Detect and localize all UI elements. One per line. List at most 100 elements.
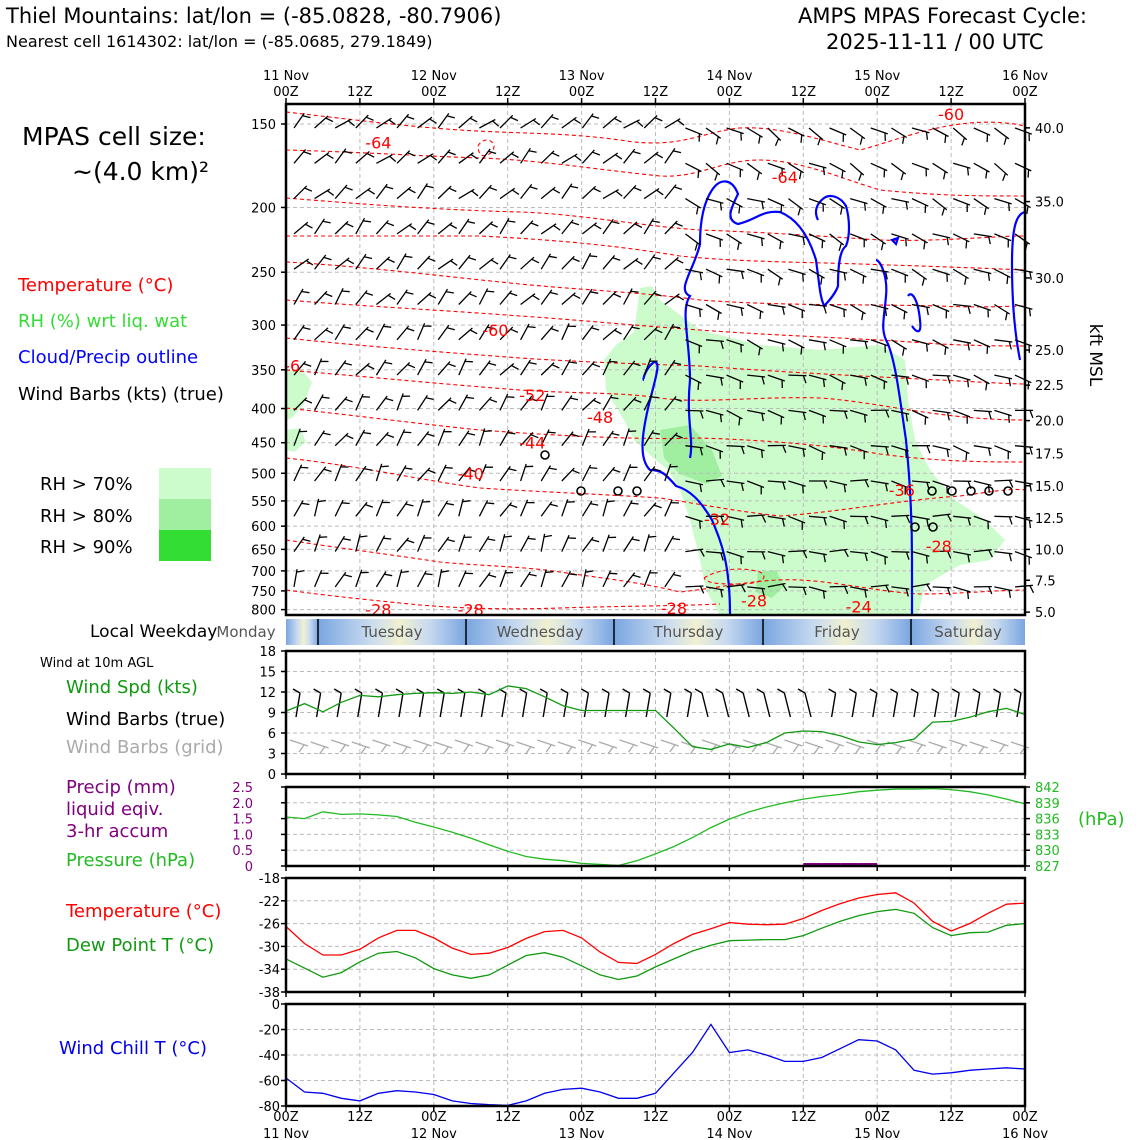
wind-barb xyxy=(808,409,827,424)
wind-barb xyxy=(767,582,788,592)
pressure-tick-label: 250 xyxy=(251,266,276,281)
wind-barb xyxy=(540,429,556,446)
true-wind-barb xyxy=(560,688,569,718)
wind-barb xyxy=(602,358,618,376)
wind-barb xyxy=(643,358,658,376)
cloud-outline-5 xyxy=(889,236,900,247)
true-wind-barb xyxy=(797,688,812,718)
wind-barb xyxy=(417,358,433,376)
wind-barb xyxy=(458,534,472,552)
x-tick-label-hour-bottom: 00Z xyxy=(569,1110,595,1125)
wind-barb xyxy=(829,268,848,281)
wind-barb xyxy=(334,220,354,235)
wind-barb xyxy=(478,572,497,588)
wind-barb xyxy=(726,374,744,390)
legend-temperature-lower: Temperature (°C) xyxy=(66,901,222,922)
wind-barb xyxy=(376,117,396,129)
wind-barb xyxy=(788,445,807,457)
calm-wind-circle xyxy=(966,486,976,496)
wind-barb xyxy=(973,445,992,457)
legend-wind-spd: Wind Spd (kts) xyxy=(66,677,198,698)
wind-barb xyxy=(726,233,743,251)
wind-barb xyxy=(685,409,704,419)
wind-barb xyxy=(685,198,702,215)
wind-barb xyxy=(417,431,435,447)
legend-windchill: Wind Chill T (°C) xyxy=(59,1038,207,1059)
wind-barb xyxy=(911,233,928,250)
wind-barb xyxy=(891,127,908,144)
wind-barb xyxy=(520,535,536,552)
wind-barb xyxy=(705,162,721,181)
grid-wind-barb xyxy=(928,741,947,755)
temperature-chart: -18 -22 -26 -30 -34 -38 xyxy=(259,872,1027,1001)
wind-barb xyxy=(767,233,784,250)
legend-precip-liquid: liquid eqiv. xyxy=(66,799,164,820)
grid-wind-barb xyxy=(433,741,453,755)
true-wind-barb xyxy=(395,688,404,718)
cloud-outline-1 xyxy=(641,360,732,616)
wind-barb xyxy=(643,466,661,482)
wind-barb xyxy=(747,409,766,422)
wind-barb xyxy=(581,464,598,482)
wind-barb xyxy=(417,534,432,552)
wind-barb xyxy=(540,569,554,588)
wind-barb xyxy=(643,187,664,200)
x-tick-label-hour: 00Z xyxy=(569,85,595,100)
chart-subtitle: Nearest cell 1614302: lat/lon = (-85.068… xyxy=(6,32,433,51)
wind-barb xyxy=(849,233,868,248)
wind-barb xyxy=(767,268,784,286)
forecast-cycle-value: 2025-11-11 / 00 UTC xyxy=(826,30,1044,54)
wind-barb xyxy=(788,586,807,596)
rh70-region-3 xyxy=(604,286,1005,615)
height-tick-label: 30.0 xyxy=(1035,272,1064,287)
wind-barb xyxy=(623,464,638,482)
wind-barb xyxy=(705,127,722,145)
wind-barb xyxy=(561,323,576,341)
pressure-tick-label: 700 xyxy=(251,565,276,580)
right-axis-label: kft MSL xyxy=(1085,324,1105,387)
wind-barb xyxy=(602,291,622,305)
true-wind-barb xyxy=(581,688,590,718)
wind-barb xyxy=(479,118,500,129)
wind-barb xyxy=(355,362,375,376)
wind-barb xyxy=(994,479,1014,488)
wind-barb xyxy=(417,570,433,588)
wind-barb xyxy=(478,428,492,446)
wind-barb xyxy=(726,584,746,593)
wind-barb xyxy=(870,339,889,353)
wind-barb xyxy=(561,395,579,411)
wind-barb xyxy=(314,254,332,270)
wind-barb xyxy=(994,197,1012,212)
wind-barb xyxy=(746,303,764,320)
wind-barb xyxy=(664,395,683,411)
wind-barb xyxy=(870,127,889,141)
wind-barb xyxy=(355,217,372,235)
temp-contour-label: -60 xyxy=(482,321,508,340)
wind-barb xyxy=(911,515,930,527)
wind-barb xyxy=(396,393,411,411)
grid-wind-barb xyxy=(413,739,432,753)
wind-barb xyxy=(664,463,678,482)
wind-barb xyxy=(499,569,514,588)
wind-barb xyxy=(623,536,640,552)
wind-barb xyxy=(953,586,971,600)
true-wind-barb xyxy=(694,688,709,718)
wind-barb xyxy=(643,115,663,129)
x-tick-label-hour-bottom: 00Z xyxy=(717,1110,743,1125)
x-tick-label-hour-bottom: 00Z xyxy=(421,1110,447,1125)
wind-barb xyxy=(870,303,889,317)
legend-precip: Precip (mm) xyxy=(66,777,176,798)
temp-contour-label: -6 xyxy=(284,357,300,376)
legend-rh90: RH > 90% xyxy=(40,537,133,558)
wind-barb xyxy=(293,258,314,270)
wind-barb xyxy=(952,233,970,249)
wind-barb xyxy=(458,291,477,305)
wind-barb xyxy=(561,183,579,199)
wind-barb xyxy=(437,464,453,482)
height-tick-label: 22.5 xyxy=(1035,379,1064,394)
wind-barb xyxy=(458,570,473,588)
wind-barb xyxy=(747,374,766,385)
wind-barb xyxy=(870,480,889,492)
true-wind-barb xyxy=(663,688,672,718)
wind-barb xyxy=(478,288,495,305)
